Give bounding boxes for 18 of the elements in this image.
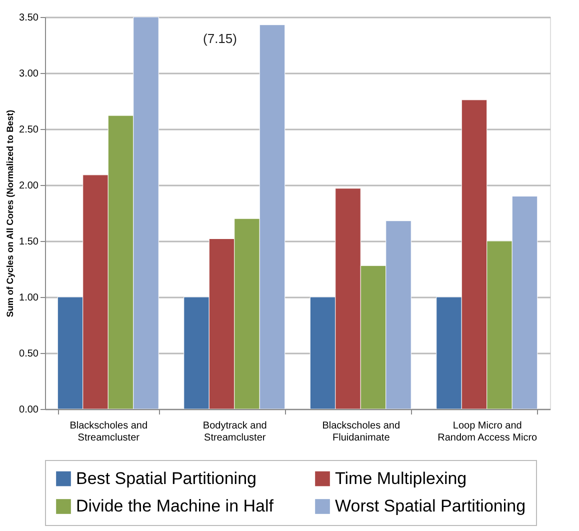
y-axis-title: Sum of Cycles on All Cores (Normalized to Best) (5, 110, 16, 318)
legend-label: Time Multiplexing (335, 468, 467, 488)
x-tick-label: Bodytrack and Streamcluster (202, 420, 267, 444)
x-tick-label: Blackscholes and Fluidanimate (322, 420, 400, 444)
y-tick-label: 3.00 (19, 68, 39, 80)
y-tick-label: 0.50 (19, 348, 39, 360)
legend-label: Divide the Machine in Half (76, 496, 274, 516)
x-tick-label: Loop Micro and Random Access Micro (438, 420, 538, 444)
legend-label: Worst Spatial Partitioning (335, 496, 526, 516)
x-tick-label: Blackscholes and Streamcluster (70, 420, 148, 444)
y-tick-label: 3.50 (19, 12, 39, 24)
annotation: (7.15) (203, 31, 237, 46)
legend-label: Best Spatial Partitioning (76, 468, 256, 488)
y-tick-label: 0.00 (19, 404, 39, 416)
y-tick-label: 2.00 (19, 180, 39, 192)
y-tick-label: 2.50 (19, 124, 39, 136)
y-tick-label: 1.50 (19, 236, 39, 248)
y-tick-label: 1.00 (19, 292, 39, 304)
